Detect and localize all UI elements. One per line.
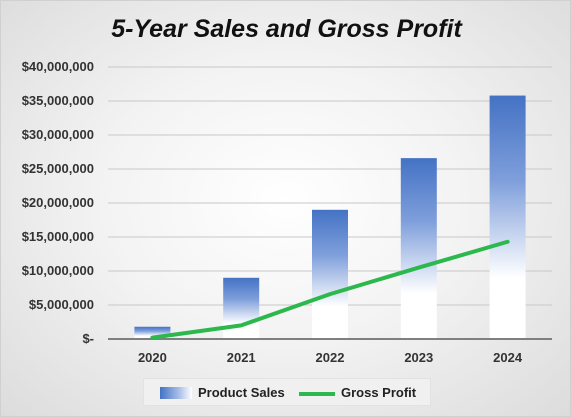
- bar-product-sales: [223, 277, 260, 339]
- y-tick-label: $35,000,000: [22, 93, 94, 108]
- bar-product-sales: [489, 95, 526, 339]
- y-tick-label: $15,000,000: [22, 229, 94, 244]
- legend-swatch-gross-profit: [299, 392, 335, 396]
- legend-swatch-product-sales: [160, 387, 192, 399]
- x-tick-label: 2023: [404, 350, 433, 365]
- x-tick-label: 2022: [316, 350, 345, 365]
- y-tick-label: $-: [82, 331, 94, 346]
- legend-label-product-sales: Product Sales: [198, 385, 285, 400]
- y-tick-label: $40,000,000: [22, 59, 94, 74]
- x-tick-label: 2021: [227, 350, 256, 365]
- legend: Product Sales Gross Profit: [143, 378, 431, 406]
- y-tick-label: $30,000,000: [22, 127, 94, 142]
- y-tick-label: $10,000,000: [22, 263, 94, 278]
- x-tick-label: 2020: [138, 350, 167, 365]
- legend-label-gross-profit: Gross Profit: [341, 385, 417, 400]
- y-tick-label: $25,000,000: [22, 161, 94, 176]
- y-tick-label: $5,000,000: [29, 297, 94, 312]
- bar-product-sales: [400, 158, 437, 339]
- chart-title: 5-Year Sales and Gross Profit: [111, 15, 462, 43]
- y-tick-label: $20,000,000: [22, 195, 94, 210]
- bar-product-sales: [312, 209, 348, 339]
- x-tick-label: 2024: [493, 350, 523, 365]
